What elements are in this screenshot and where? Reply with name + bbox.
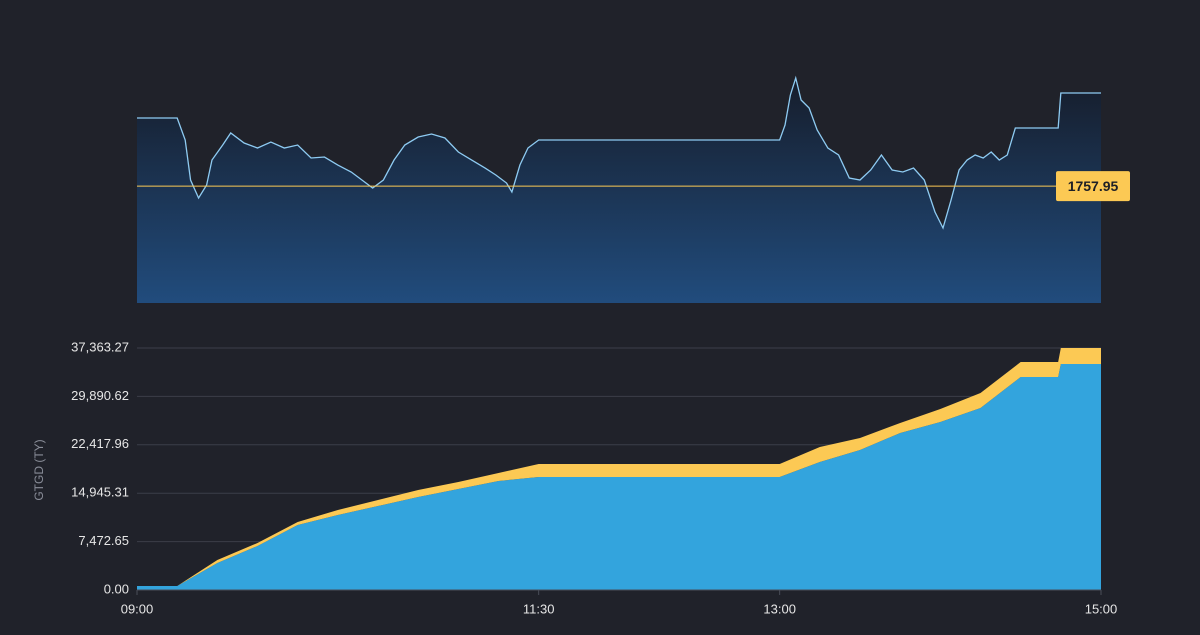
reference-label-box: [1056, 171, 1130, 202]
y-tick-label: 14,945.31: [71, 485, 129, 500]
x-tick-label: 15:00: [1085, 601, 1118, 616]
y-axis-title: GTGD (TY): [32, 439, 46, 500]
area: [137, 348, 1101, 586]
y-tick-label: 29,890.62: [71, 388, 129, 403]
price-line: [137, 75, 1101, 230]
y-tick-label: 0.00: [104, 581, 129, 596]
reference-label: 1757.95: [1068, 178, 1119, 194]
x-tick-label: 09:00: [121, 601, 154, 616]
price-area: [137, 77, 1101, 303]
y-tick-label: 7,472.65: [78, 533, 129, 548]
x-tick-label: 13:00: [763, 601, 796, 616]
y-tick-label: 22,417.96: [71, 436, 129, 451]
x-tick-label: 11:30: [523, 601, 555, 616]
y-tick-label: 37,363.27: [71, 339, 129, 354]
